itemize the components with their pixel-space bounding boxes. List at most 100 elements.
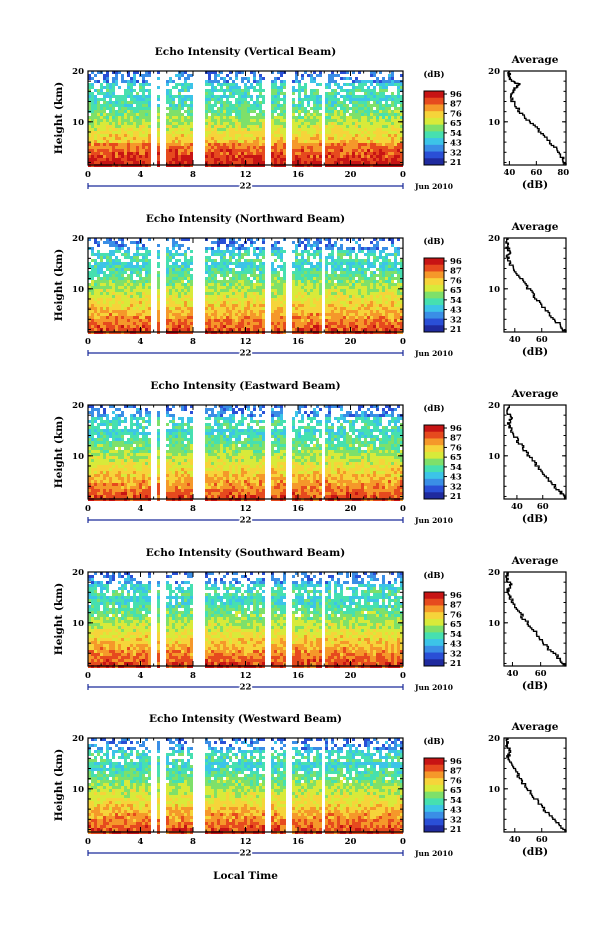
heatmap-cell — [190, 250, 193, 253]
heatmap-cell — [259, 280, 262, 283]
heatmap-cell — [136, 286, 139, 289]
heatmap-cell — [346, 304, 349, 307]
heatmap-cell — [304, 116, 307, 119]
heatmap-cell — [262, 110, 265, 113]
heatmap-cell — [169, 152, 172, 155]
heatmap-cell — [121, 110, 124, 113]
heatmap-cell — [277, 247, 280, 250]
heatmap-cell — [247, 262, 250, 265]
heatmap-cell — [352, 89, 355, 92]
heatmap-cell — [190, 74, 193, 77]
heatmap-cell — [385, 319, 388, 322]
heatmap-cell — [328, 77, 331, 80]
heatmap-cell — [259, 253, 262, 256]
heatmap-cell — [217, 140, 220, 143]
heatmap-cell — [226, 289, 229, 292]
heatmap-cell — [103, 74, 106, 77]
heatmap-cell — [91, 146, 94, 149]
heatmap-cell — [175, 152, 178, 155]
heatmap-cell — [235, 271, 238, 274]
heatmap-cell — [298, 125, 301, 128]
heatmap-cell — [358, 265, 361, 268]
heatmap-cell — [343, 295, 346, 298]
heatmap-cell — [274, 122, 277, 125]
heatmap-cell — [121, 316, 124, 319]
heatmap-cell — [292, 161, 295, 164]
heatmap-cell — [220, 316, 223, 319]
heatmap-cell — [262, 319, 265, 322]
heatmap-cell — [259, 286, 262, 289]
heatmap-cell — [391, 149, 394, 152]
heatmap-cell — [130, 262, 133, 265]
heatmap-cell — [133, 316, 136, 319]
heatmap-cell — [130, 152, 133, 155]
heatmap-cell — [181, 146, 184, 149]
heatmap-cell — [220, 238, 223, 241]
heatmap-cell — [253, 307, 256, 310]
heatmap-cell — [217, 262, 220, 265]
heatmap-cell — [214, 77, 217, 80]
heatmap-cell — [364, 155, 367, 158]
heatmap-cell — [337, 98, 340, 101]
heatmap-cell — [319, 101, 322, 104]
heatmap-cell — [103, 319, 106, 322]
heatmap-cell — [190, 83, 193, 86]
heatmap-cell — [325, 143, 328, 146]
heatmap-cell — [97, 250, 100, 253]
heatmap-cell — [256, 274, 259, 277]
heatmap-cell — [220, 259, 223, 262]
heatmap-cell — [229, 104, 232, 107]
heatmap-cell — [187, 259, 190, 262]
heatmap-cell — [382, 146, 385, 149]
heatmap-cell — [280, 116, 283, 119]
heatmap-cell — [115, 146, 118, 149]
heatmap-cell — [394, 271, 397, 274]
heatmap-cell — [244, 292, 247, 295]
heatmap-cell — [205, 143, 208, 146]
heatmap-cell — [136, 295, 139, 298]
heatmap-cell — [187, 110, 190, 113]
heatmap-cell — [235, 310, 238, 313]
heatmap-cell — [382, 256, 385, 259]
heatmap-cell — [88, 101, 91, 104]
heatmap-cell — [307, 98, 310, 101]
heatmap-cell — [97, 119, 100, 122]
heatmap-cell — [178, 83, 181, 86]
heatmap-cell — [247, 295, 250, 298]
heatmap-cell — [118, 107, 121, 110]
heatmap-cell — [148, 110, 151, 113]
heatmap-cell — [148, 265, 151, 268]
heatmap-cell — [331, 104, 334, 107]
heatmap-cell — [358, 161, 361, 164]
heatmap-cell — [373, 119, 376, 122]
heatmap-cell — [325, 316, 328, 319]
heatmap-cell — [181, 140, 184, 143]
heatmap-cell — [307, 137, 310, 140]
heatmap-cell — [208, 283, 211, 286]
heatmap-cell — [352, 289, 355, 292]
heatmap-cell — [97, 146, 100, 149]
heatmap-cell — [136, 110, 139, 113]
heatmap-cell — [124, 137, 127, 140]
heatmap-cell — [124, 143, 127, 146]
heatmap-cell — [220, 152, 223, 155]
heatmap-cell — [316, 155, 319, 158]
heatmap-cell — [385, 125, 388, 128]
heatmap-cell — [109, 119, 112, 122]
heatmap-cell — [358, 238, 361, 241]
heatmap-cell — [106, 128, 109, 131]
heatmap-cell — [277, 289, 280, 292]
heatmap-cell — [352, 137, 355, 140]
heatmap-cell — [373, 71, 376, 74]
heatmap-cell — [253, 319, 256, 322]
heatmap-cell — [295, 119, 298, 122]
heatmap-cell — [352, 277, 355, 280]
heatmap-cell — [166, 238, 169, 241]
heatmap-cell — [373, 304, 376, 307]
heatmap-cell — [121, 307, 124, 310]
heatmap-cell — [178, 143, 181, 146]
heatmap-cell — [145, 307, 148, 310]
heatmap-cell — [274, 250, 277, 253]
heatmap-cell — [205, 89, 208, 92]
heatmap-cell — [349, 137, 352, 140]
